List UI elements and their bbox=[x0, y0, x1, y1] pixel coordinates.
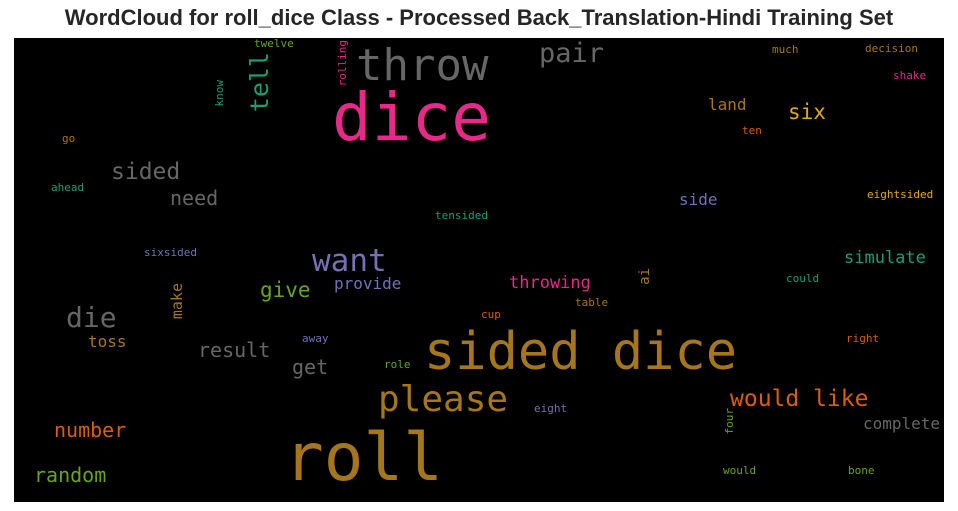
word-six: six bbox=[788, 100, 826, 124]
word-could: could bbox=[786, 272, 820, 285]
word-sided: sided bbox=[111, 159, 181, 185]
word-right: right bbox=[846, 332, 880, 345]
word-result: result bbox=[198, 338, 271, 362]
word-sixsided: sixsided bbox=[144, 246, 197, 259]
word-random: random bbox=[34, 463, 107, 487]
word-tell: tell bbox=[245, 52, 274, 113]
word-pair: pair bbox=[539, 38, 605, 69]
chart-title: WordCloud for roll_dice Class - Processe… bbox=[64, 5, 894, 30]
word-ahead: ahead bbox=[51, 181, 85, 194]
word-number: number bbox=[54, 418, 127, 442]
word-eightsided: eightsided bbox=[867, 188, 934, 201]
word-twelve: twelve bbox=[254, 38, 294, 50]
word-throwing: throwing bbox=[509, 273, 591, 293]
word-get: get bbox=[292, 355, 329, 379]
word-decision: decision bbox=[865, 42, 918, 55]
word-provide: provide bbox=[334, 274, 402, 293]
word-land: land bbox=[708, 95, 747, 114]
word-toss: toss bbox=[88, 332, 127, 351]
word-rolling: rolling bbox=[336, 40, 349, 87]
word-would-like: would like bbox=[730, 386, 869, 412]
word-eight: eight bbox=[534, 402, 568, 415]
word-cup: cup bbox=[481, 308, 501, 321]
word-know: know bbox=[213, 80, 226, 107]
word-table: table bbox=[575, 296, 609, 309]
word-away: away bbox=[302, 332, 329, 345]
word-need: need bbox=[170, 186, 219, 210]
word-would: would bbox=[723, 464, 757, 477]
word-make: make bbox=[168, 283, 186, 320]
word-cloud: dice roll sided dice throw please want p… bbox=[14, 38, 944, 502]
word-side: side bbox=[679, 190, 718, 209]
word-die: die bbox=[66, 301, 117, 334]
word-go: go bbox=[62, 132, 76, 145]
word-simulate: simulate bbox=[844, 248, 926, 268]
word-four: four bbox=[723, 408, 736, 435]
word-role: role bbox=[384, 358, 411, 371]
word-bone: bone bbox=[848, 464, 875, 477]
word-roll: roll bbox=[284, 419, 443, 496]
word-dice: dice bbox=[332, 79, 491, 156]
word-much: much bbox=[772, 43, 799, 56]
word-want: want bbox=[312, 243, 387, 279]
word-ai: ai bbox=[637, 268, 653, 285]
word-throw: throw bbox=[356, 40, 489, 91]
word-sided-dice: sided dice bbox=[424, 322, 738, 382]
word-give: give bbox=[260, 278, 311, 302]
word-tensided: tensided bbox=[435, 209, 488, 222]
word-ten: ten bbox=[742, 124, 762, 137]
word-shake: shake bbox=[893, 69, 927, 82]
word-please: please bbox=[378, 379, 509, 420]
word-complete: complete bbox=[863, 414, 941, 433]
